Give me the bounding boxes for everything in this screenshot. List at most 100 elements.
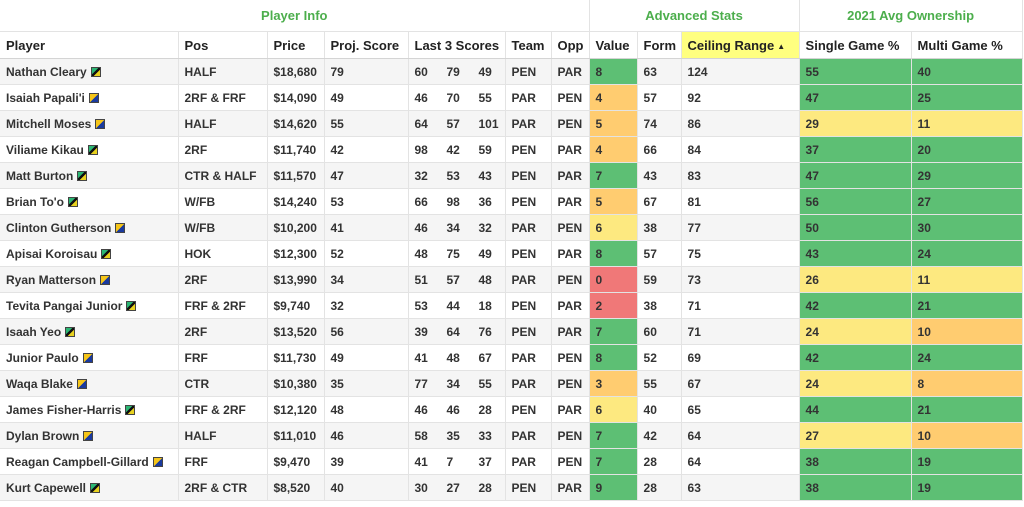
team-flag-icon [152,456,163,467]
table-row[interactable]: Matt Burton CTR & HALF $11,570 47 32 53 43 PEN P… [0,162,1023,189]
pos-cell: CTR & HALF [178,162,268,189]
single-game-cell: 42 [799,292,912,319]
proj-score-cell: 35 [324,370,409,397]
table-row[interactable]: Isaiah Papali'i 2RF & FRF $14,090 49 46 70 55 P… [0,84,1023,111]
opp-cell: PAR [551,136,590,163]
opp-cell: PAR [551,188,590,215]
multi-game-cell: 10 [911,318,1023,345]
player-name[interactable]: James Fisher-Harris [6,402,122,417]
player-name-cell[interactable]: Apisai Koroisau [0,240,179,267]
score-2: 75 [446,246,460,261]
player-name-cell[interactable]: Tevita Pangai Junior [0,292,179,319]
table-row[interactable]: Dylan Brown HALF $11,010 46 58 35 33 PAR PEN 7 42 6… [0,422,1023,449]
table-row[interactable]: Clinton Gutherson W/FB $10,200 41 46 34 32 PAR P… [0,214,1023,241]
player-name[interactable]: Dylan Brown [6,428,80,443]
score-2: 48 [446,350,460,365]
table-row[interactable]: Junior Paulo FRF $11,730 49 41 48 67 PAR PEN 8 52 6… [0,344,1023,371]
caret-up-icon: ▲ [777,41,786,51]
proj-score-cell: 53 [324,188,409,215]
table-row[interactable]: James Fisher-Harris FRF & 2RF $12,120 48 46 4… [0,396,1023,423]
ceiling-range-cell: 64 [681,422,800,449]
pos-cell: FRF & 2RF [178,292,268,319]
form-cell: 57 [637,240,682,267]
player-name-cell[interactable]: James Fisher-Harris [0,396,179,423]
table-row[interactable]: Ryan Matterson 2RF $13,990 34 51 57 48 PAR PEN 0 5… [0,266,1023,293]
player-name-cell[interactable]: Reagan Campbell-Gillard [0,448,179,475]
value-cell: 3 [589,370,638,397]
value-cell: 6 [589,396,638,423]
player-name[interactable]: Junior Paulo [6,350,79,365]
column-header-ceiling-range[interactable]: Ceiling Range ▲ [681,31,800,59]
table-row[interactable]: Reagan Campbell-Gillard FRF $9,470 39 41 7 37 P… [0,448,1023,475]
player-name-cell[interactable]: Clinton Gutherson [0,214,179,241]
table-row[interactable]: Mitchell Moses HALF $14,620 55 64 57 101 PAR PEN… [0,110,1023,137]
team-cell: PAR [505,370,552,397]
player-name[interactable]: Isaiah Papali'i [6,90,85,105]
player-name-cell[interactable]: Kurt Capewell [0,474,179,501]
group-header-ownership: 2021 Avg Ownership [799,0,1023,32]
player-name[interactable]: Kurt Capewell [6,480,87,495]
table-row[interactable]: Kurt Capewell 2RF & CTR $8,520 40 30 27 28 PEN P… [0,474,1023,501]
player-name-cell[interactable]: Ryan Matterson [0,266,179,293]
player-name-cell[interactable]: Nathan Cleary [0,58,179,85]
column-header-player[interactable]: Player [0,31,179,59]
player-name[interactable]: Nathan Cleary [6,64,87,79]
player-name[interactable]: Apisai Koroisau [6,246,98,261]
form-cell: 55 [637,370,682,397]
value-cell: 8 [589,240,638,267]
table-row[interactable]: Viliame Kikau 2RF $11,740 42 98 42 59 PEN PAR 4 66… [0,136,1023,163]
player-name[interactable]: Brian To'o [6,194,64,209]
player-name[interactable]: Isaah Yeo [6,324,62,339]
player-name[interactable]: Waqa Blake [6,376,73,391]
column-header-single-game[interactable]: Single Game % [799,31,912,59]
form-cell: 38 [637,214,682,241]
player-name[interactable]: Matt Burton [6,168,74,183]
price-cell: $8,520 [267,474,325,501]
player-name-cell[interactable]: Mitchell Moses [0,110,179,137]
table-row[interactable]: Brian To'o W/FB $14,240 53 66 98 36 PEN PAR 5 67 81… [0,188,1023,215]
player-name-cell[interactable]: Isaiah Papali'i [0,84,179,111]
player-name-cell[interactable]: Waqa Blake [0,370,179,397]
player-name-cell[interactable]: Junior Paulo [0,344,179,371]
single-game-cell: 44 [799,396,912,423]
player-name-cell[interactable]: Isaah Yeo [0,318,179,345]
ceiling-range-cell: 75 [681,240,800,267]
score-1: 53 [414,298,428,313]
table-row[interactable]: Isaah Yeo 2RF $13,520 56 39 64 76 PEN PAR 7 60 71 24… [0,318,1023,345]
score-1: 77 [414,376,428,391]
team-cell: PEN [505,396,552,423]
player-name-cell[interactable]: Viliame Kikau [0,136,179,163]
column-header-team[interactable]: Team [505,31,552,59]
column-header-proj-score[interactable]: Proj. Score [324,31,409,59]
team-flag-icon [67,196,78,207]
value-cell: 4 [589,136,638,163]
column-header-pos[interactable]: Pos [178,31,268,59]
player-name[interactable]: Clinton Gutherson [6,220,112,235]
player-name-cell[interactable]: Dylan Brown [0,422,179,449]
team-flag-icon [77,170,88,181]
column-header-form[interactable]: Form [637,31,682,59]
last-3-scores-cell: 53 44 18 [408,292,506,319]
multi-game-cell: 11 [911,110,1023,137]
player-name[interactable]: Ryan Matterson [6,272,97,287]
player-name[interactable]: Tevita Pangai Junior [6,298,123,313]
table-row[interactable]: Apisai Koroisau HOK $12,300 52 48 75 49 PEN PAR 8… [0,240,1023,267]
column-header-price[interactable]: Price [267,31,325,59]
table-row[interactable]: Waqa Blake CTR $10,380 35 77 34 55 PAR PEN 3 55 67 2… [0,370,1023,397]
player-name[interactable]: Reagan Campbell-Gillard [6,454,149,469]
column-header-multi-game[interactable]: Multi Game % [911,31,1023,59]
table-row[interactable]: Nathan Cleary HALF $18,680 79 60 79 49 PEN PAR 8 6… [0,58,1023,85]
table-row[interactable]: Tevita Pangai Junior FRF & 2RF $9,740 32 53 4… [0,292,1023,319]
player-name-cell[interactable]: Brian To'o [0,188,179,215]
team-flag-icon [126,300,137,311]
player-name[interactable]: Viliame Kikau [6,142,84,157]
column-header-opp[interactable]: Opp [551,31,590,59]
player-name[interactable]: Mitchell Moses [6,116,92,131]
single-game-cell: 42 [799,344,912,371]
column-header-last-3-scores[interactable]: Last 3 Scores [408,31,506,59]
player-name-cell[interactable]: Matt Burton [0,162,179,189]
column-header-value[interactable]: Value [589,31,638,59]
score-3: 37 [478,454,492,469]
price-cell: $18,680 [267,58,325,85]
last-3-scores-cell: 46 70 55 [408,84,506,111]
